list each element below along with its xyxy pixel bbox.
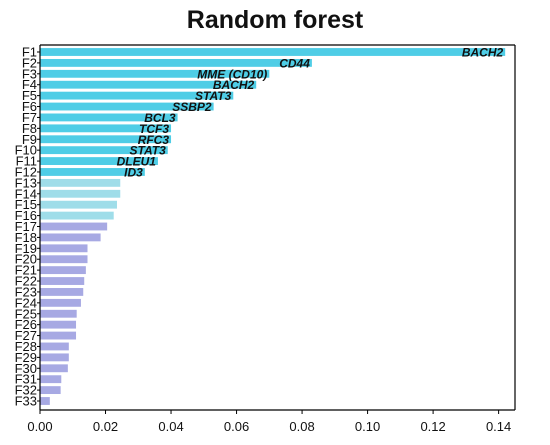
y-tick-label-f16: F16 xyxy=(15,208,37,223)
y-tick-label-f17: F17 xyxy=(15,219,37,234)
x-tick-label: 0.00 xyxy=(27,419,52,434)
bar-f33 xyxy=(40,397,50,405)
y-tick-label-f22: F22 xyxy=(15,274,37,289)
bar-f25 xyxy=(40,309,77,318)
x-tick-label: 0.08 xyxy=(289,419,314,434)
gene-label-f9: RFC3 xyxy=(138,133,170,147)
y-tick-label-f5: F5 xyxy=(22,88,37,103)
y-tick-label-f23: F23 xyxy=(15,284,37,299)
y-tick-label-f10: F10 xyxy=(15,143,37,158)
labels-layer: F1 BACH2 F2 CD44 F3 MME (CD10) F4 BACH2 F5 STAT3 F… xyxy=(15,45,512,435)
bar-f16 xyxy=(40,211,114,220)
y-tick-label-f33: F33 xyxy=(15,394,37,409)
y-tick-label-f24: F24 xyxy=(15,295,37,310)
y-tick-label-f19: F19 xyxy=(15,241,37,256)
bar-f7 xyxy=(40,113,178,122)
bar-f21 xyxy=(40,266,86,275)
bar-f8 xyxy=(40,124,172,133)
y-tick-label-f27: F27 xyxy=(15,328,37,343)
bar-f3 xyxy=(40,69,270,78)
y-tick-label-f30: F30 xyxy=(15,361,37,376)
y-tick-label-f26: F26 xyxy=(15,317,37,332)
bar-f20 xyxy=(40,255,88,264)
bar-f15 xyxy=(40,200,117,209)
gene-label-f5: STAT3 xyxy=(195,89,232,103)
chart-title: Random forest xyxy=(187,6,364,34)
gene-label-f4: BACH2 xyxy=(213,78,255,92)
x-tick-label: 0.06 xyxy=(224,419,249,434)
y-tick-label-f11: F11 xyxy=(16,154,37,169)
bar-f13 xyxy=(40,178,121,187)
y-tick-label-f31: F31 xyxy=(15,372,37,387)
y-tick-label-f13: F13 xyxy=(15,175,37,190)
gene-label-f8: TCF3 xyxy=(139,122,169,136)
axes-layer xyxy=(39,44,516,411)
y-tick-label-f6: F6 xyxy=(22,99,37,114)
bar-f9 xyxy=(40,135,172,144)
bar-f27 xyxy=(40,331,77,340)
bar-f30 xyxy=(40,364,68,373)
gene-label-f1: BACH2 xyxy=(462,46,504,60)
y-tick-label-f8: F8 xyxy=(22,121,37,136)
bar-f1 xyxy=(40,48,506,56)
y-tick-label-f14: F14 xyxy=(15,186,37,201)
bar-f22 xyxy=(40,277,85,285)
x-tick-label: 0.12 xyxy=(420,419,445,434)
gene-label-f11: DLEU1 xyxy=(117,155,157,169)
x-tick-label: 0.04 xyxy=(158,419,183,434)
bar-f11 xyxy=(40,157,158,165)
gene-label-f7: BCL3 xyxy=(144,111,176,125)
gene-label-f3: MME (CD10) xyxy=(197,67,267,81)
y-tick-label-f3: F3 xyxy=(22,66,37,81)
bar-f14 xyxy=(40,189,121,198)
bar-f26 xyxy=(40,320,77,329)
y-tick-label-f12: F12 xyxy=(15,164,37,179)
y-tick-label-f32: F32 xyxy=(15,383,37,398)
y-tick-label-f1: F1 xyxy=(22,45,37,60)
y-tick-label-f2: F2 xyxy=(22,55,37,70)
bar-f5 xyxy=(40,91,234,100)
bar-f2 xyxy=(40,58,312,67)
bar-f32 xyxy=(40,386,61,395)
bar-f31 xyxy=(40,375,62,384)
bar-f19 xyxy=(40,244,88,253)
x-tick-label: 0.14 xyxy=(486,419,511,434)
x-tick-label: 0.02 xyxy=(93,419,118,434)
gene-label-f12: ID3 xyxy=(124,165,143,179)
bar-f23 xyxy=(40,288,84,296)
y-tick-label-f18: F18 xyxy=(15,230,37,245)
bar-f18 xyxy=(40,233,101,242)
y-tick-label-f21: F21 xyxy=(15,263,37,278)
bar-f4 xyxy=(40,80,257,89)
gene-label-f6: SSBP2 xyxy=(172,100,212,114)
bar-f6 xyxy=(40,102,214,111)
gene-label-f2: CD44 xyxy=(279,56,310,70)
y-tick-label-f20: F20 xyxy=(15,252,37,267)
bar-f29 xyxy=(40,353,69,362)
y-tick-label-f7: F7 xyxy=(22,110,37,125)
bar-f12 xyxy=(40,168,145,176)
y-tick-label-f28: F28 xyxy=(15,339,37,354)
bar-f10 xyxy=(40,146,168,155)
y-tick-label-f9: F9 xyxy=(22,132,37,147)
bar-f24 xyxy=(40,298,81,307)
y-tick-label-f4: F4 xyxy=(22,77,37,92)
y-tick-label-f29: F29 xyxy=(15,350,37,365)
bar-f17 xyxy=(40,222,108,231)
bars-layer xyxy=(40,48,506,405)
y-tick-label-f25: F25 xyxy=(15,306,37,321)
x-tick-label: 0.10 xyxy=(355,419,380,434)
gene-label-f10: STAT3 xyxy=(130,144,167,158)
bar-f28 xyxy=(40,342,69,351)
y-tick-label-f15: F15 xyxy=(15,197,37,212)
